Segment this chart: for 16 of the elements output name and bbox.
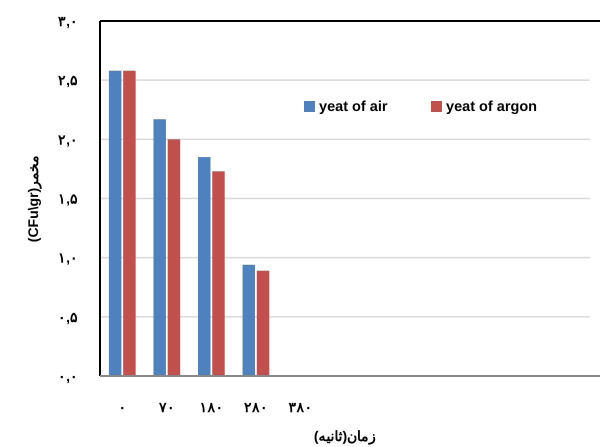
x-tick-label: ۱۸۰ <box>199 399 224 415</box>
y-axis-title: (CFu\gr)مخمر <box>25 154 42 242</box>
y-tick-label: ۳,۰ <box>58 13 78 29</box>
y-tick-label: ۲,۵ <box>58 72 78 88</box>
x-tick-label: ۷۰ <box>158 399 175 415</box>
y-tick-label: ۰,۰ <box>58 368 78 384</box>
legend-label: yeat of argon <box>446 99 538 115</box>
y-tick-label: ۰,۵ <box>58 308 78 325</box>
x-tick-label: ۲۸۰ <box>244 399 268 415</box>
x-axis-title: زمان(ثانیه) <box>314 428 376 445</box>
y-tick-label: ۱,۰ <box>58 250 78 266</box>
x-tick-label: ۰ <box>118 399 126 415</box>
y-tick-label: ۲,۰ <box>58 131 78 148</box>
legend-label: yeat of air <box>319 99 388 115</box>
y-tick-label: ۱,۵ <box>58 190 78 206</box>
x-tick-label: ۳۸۰ <box>288 399 312 415</box>
